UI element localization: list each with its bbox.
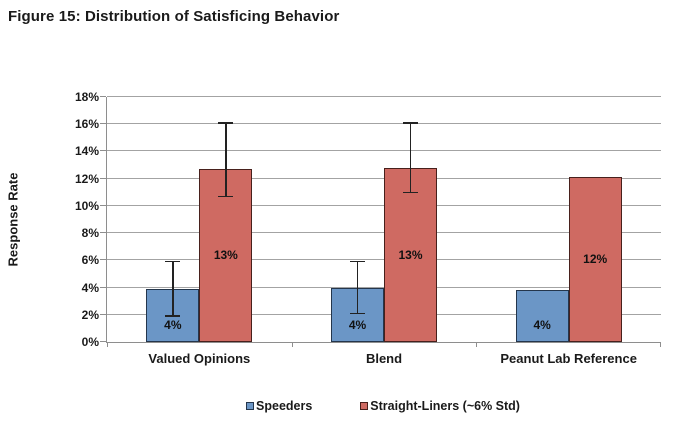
bar-value-label: 4% [533, 318, 551, 332]
bar-speeders [515, 290, 569, 342]
legend-marker-icon [246, 402, 255, 410]
bar-value-label: 12% [583, 251, 608, 266]
bar-value-label: 13% [398, 247, 423, 262]
x-axis-tick [107, 342, 108, 347]
y-axis-tick-label: 6% [81, 253, 99, 268]
y-axis-tick-label: 2% [81, 307, 99, 322]
legend-label: Straight-Liners (~6% Std) [370, 399, 520, 413]
y-axis-tick-label: 0% [81, 335, 99, 349]
legend-item: Speeders [246, 399, 312, 413]
legend-item: Straight-Liners (~6% Std) [360, 399, 520, 413]
y-axis-tick-label: 8% [81, 226, 99, 241]
error-bar-cap-bottom [218, 195, 234, 198]
y-axis-tick-label: 4% [81, 280, 99, 295]
y-axis-tick-label: 16% [74, 117, 99, 132]
y-axis-tick [100, 232, 106, 234]
y-axis-tick [100, 286, 106, 288]
y-axis-tick-label: 10% [74, 198, 99, 213]
error-bar-line [409, 122, 412, 193]
legend: Speeders Straight-Liners (~6% Std) [106, 399, 660, 413]
bar-value-label: 13% [213, 248, 238, 263]
x-axis-category-label: Peanut Lab Reference [500, 351, 637, 366]
y-axis-title: Response Rate [5, 172, 21, 267]
gridline [107, 123, 661, 125]
x-axis-tick [476, 342, 478, 347]
x-axis-category-label: Valued Opinions [148, 351, 251, 366]
x-axis-category-label: Blend [365, 351, 403, 366]
gridline [107, 150, 661, 152]
error-bar-cap-top [218, 122, 234, 124]
bar-straight-liners [568, 177, 622, 342]
y-axis-tick [100, 259, 106, 261]
error-bar-cap-top [165, 260, 181, 263]
y-axis-tick-label: 18% [74, 90, 99, 104]
error-bar-line [356, 261, 359, 314]
y-axis-tick-label: 12% [74, 171, 99, 186]
y-axis-tick [100, 96, 106, 97]
gridline [107, 96, 661, 97]
y-axis-tick [100, 204, 106, 206]
error-bar-line [172, 261, 174, 317]
y-axis-tick [100, 313, 106, 315]
error-bar-cap-bottom [165, 315, 181, 317]
x-axis-tick [660, 342, 661, 347]
y-axis-tick [100, 341, 106, 342]
legend-marker-icon [360, 402, 369, 410]
y-axis-tick-label: 14% [74, 144, 99, 159]
legend-label: Speeders [256, 399, 313, 413]
y-axis-tick [100, 177, 106, 179]
error-bar-cap-bottom [350, 312, 365, 315]
error-bar-cap-top [403, 122, 418, 124]
error-bar-cap-bottom [403, 191, 418, 194]
bar-speeders [331, 287, 384, 342]
plot-area: 0% 2% 4% 6% 8% 10% 12% 14% 16% 18% Valued Opinions… [75, 90, 661, 366]
error-bar-line [225, 122, 227, 197]
figure-title: Figure 15: Distribution of Satisficing B… [8, 8, 340, 25]
bar-value-label: 4% [164, 318, 182, 332]
bar-value-label: 4% [348, 318, 367, 332]
y-axis-tick [100, 123, 106, 125]
x-axis-tick [291, 342, 293, 347]
error-bar-cap-top [350, 260, 365, 263]
y-axis-tick [100, 150, 106, 152]
